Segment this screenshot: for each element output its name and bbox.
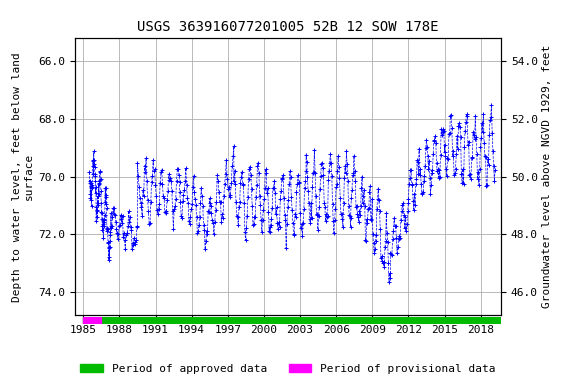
- Legend: Period of approved data, Period of provisional data: Period of approved data, Period of provi…: [76, 359, 500, 379]
- Y-axis label: Groundwater level above NGVD 1929, feet: Groundwater level above NGVD 1929, feet: [542, 45, 552, 308]
- Y-axis label: Depth to water level, feet below land
surface: Depth to water level, feet below land su…: [13, 52, 34, 301]
- Title: USGS 363916077201005 52B 12 SOW 178E: USGS 363916077201005 52B 12 SOW 178E: [137, 20, 439, 35]
- Bar: [84, 317, 101, 324]
- Bar: [84, 317, 501, 324]
